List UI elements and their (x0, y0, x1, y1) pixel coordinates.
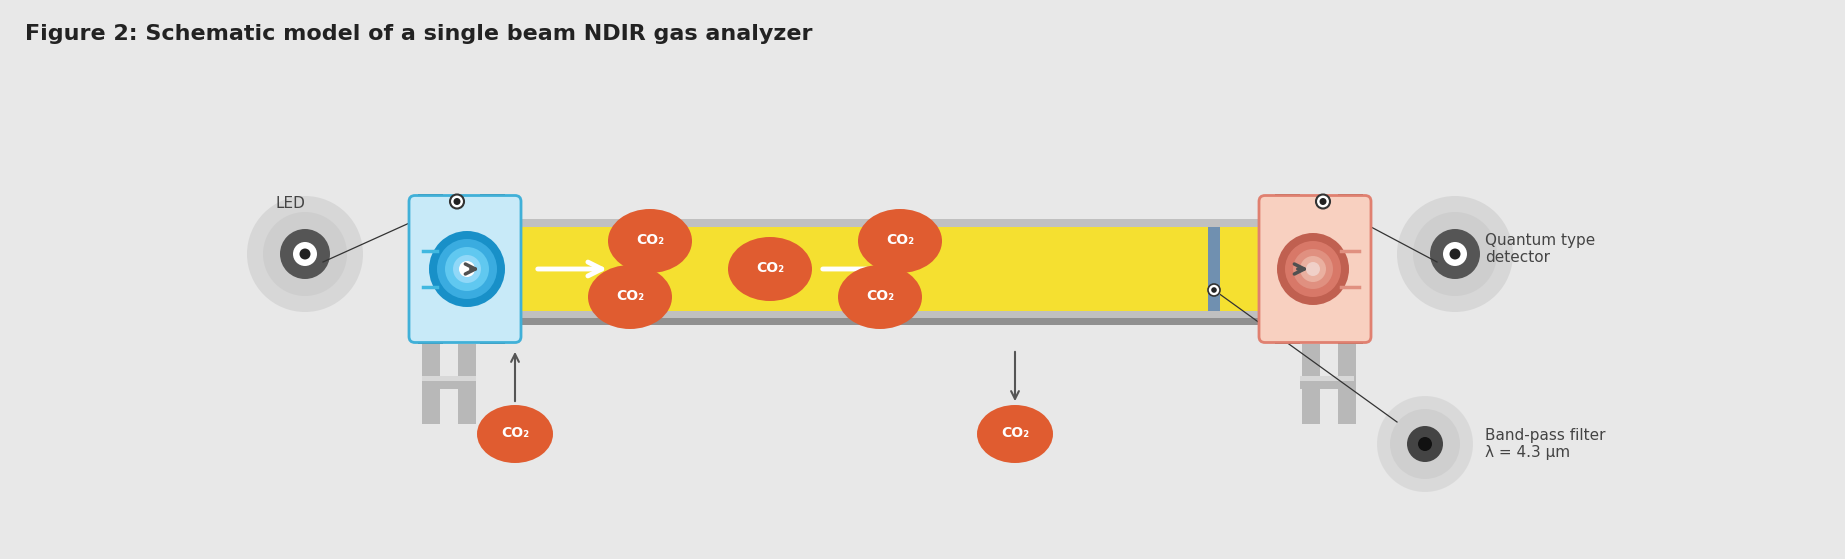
Bar (1303, 344, 1319, 424)
Ellipse shape (609, 209, 692, 273)
Circle shape (459, 261, 474, 277)
Bar (423, 376, 476, 381)
Ellipse shape (478, 405, 554, 463)
Bar (480, 194, 506, 344)
Circle shape (1450, 249, 1461, 259)
Ellipse shape (858, 209, 943, 273)
Circle shape (1301, 256, 1327, 282)
Circle shape (1408, 426, 1443, 462)
Circle shape (247, 196, 363, 312)
Ellipse shape (978, 405, 1053, 463)
Circle shape (450, 195, 463, 209)
Bar (1275, 194, 1301, 344)
Text: Band-pass filter
λ = 4.3 μm: Band-pass filter λ = 4.3 μm (1485, 428, 1605, 460)
Text: Quantum type
detector: Quantum type detector (1485, 233, 1596, 265)
Bar (421, 205, 1360, 219)
Circle shape (1413, 212, 1496, 296)
Circle shape (1389, 409, 1459, 479)
Bar (423, 344, 439, 424)
Bar (1338, 344, 1356, 424)
Circle shape (1277, 233, 1349, 305)
Circle shape (1419, 437, 1432, 451)
Text: CO₂: CO₂ (616, 289, 644, 303)
Bar (421, 311, 1360, 325)
Text: CO₂: CO₂ (637, 233, 664, 247)
Circle shape (1284, 241, 1341, 297)
FancyBboxPatch shape (1258, 196, 1371, 343)
Bar (423, 376, 476, 389)
Circle shape (299, 249, 310, 259)
Circle shape (280, 229, 330, 279)
Text: Figure 2: Schematic model of a single beam NDIR gas analyzer: Figure 2: Schematic model of a single be… (26, 24, 812, 44)
Text: CO₂: CO₂ (502, 426, 530, 440)
Text: LED: LED (275, 197, 304, 211)
Circle shape (430, 231, 506, 307)
Text: CO₂: CO₂ (756, 261, 784, 275)
Bar (1208, 227, 1220, 311)
Bar (458, 344, 476, 424)
Bar (1301, 376, 1354, 381)
Bar (1338, 194, 1362, 344)
Circle shape (264, 212, 347, 296)
Circle shape (1306, 262, 1319, 276)
Bar (421, 213, 1360, 227)
Bar (421, 227, 1360, 311)
Text: CO₂: CO₂ (886, 233, 913, 247)
Ellipse shape (838, 265, 922, 329)
Bar (421, 304, 1360, 318)
Circle shape (437, 239, 496, 299)
Circle shape (1443, 242, 1467, 266)
Ellipse shape (589, 265, 672, 329)
Circle shape (1376, 396, 1472, 492)
Circle shape (293, 242, 317, 266)
Circle shape (1430, 229, 1480, 279)
Bar (417, 194, 443, 344)
Circle shape (1210, 287, 1218, 293)
Circle shape (1208, 284, 1220, 296)
Circle shape (454, 255, 482, 283)
Circle shape (454, 198, 461, 205)
Circle shape (1315, 195, 1330, 209)
Bar (1301, 376, 1354, 389)
Text: CO₂: CO₂ (1002, 426, 1030, 440)
Ellipse shape (729, 237, 812, 301)
FancyBboxPatch shape (410, 196, 520, 343)
Circle shape (1319, 198, 1327, 205)
Circle shape (1293, 249, 1332, 289)
Circle shape (445, 247, 489, 291)
Circle shape (1397, 196, 1513, 312)
Text: CO₂: CO₂ (865, 289, 895, 303)
